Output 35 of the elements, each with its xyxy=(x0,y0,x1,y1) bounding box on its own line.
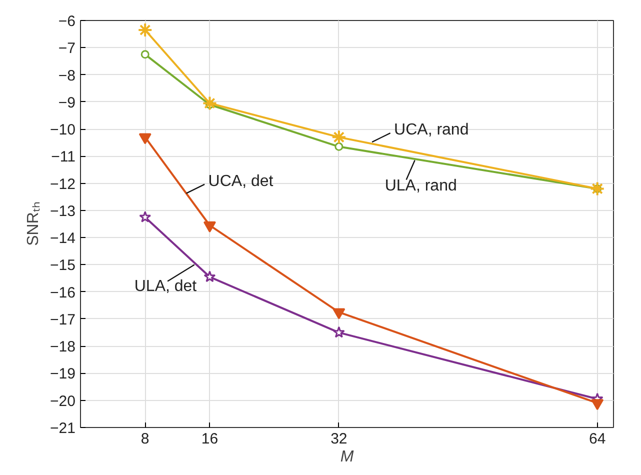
y-tick-label: −13 xyxy=(50,202,76,220)
y-axis-title: SNRₜₕ xyxy=(25,202,42,246)
x-tick-label: 8 xyxy=(140,430,150,448)
y-tick-label: −19 xyxy=(50,366,76,383)
y-tick-label: −16 xyxy=(50,284,76,302)
y-tick-label: −10 xyxy=(50,122,76,139)
y-tick-label: −9 xyxy=(58,94,76,112)
point xyxy=(139,210,152,222)
y-tick-label: −11 xyxy=(51,148,76,166)
point xyxy=(204,270,216,282)
y-tick-label: −18 xyxy=(50,338,76,356)
y-tick-label: −17 xyxy=(50,311,76,328)
y-tick-label: −6 xyxy=(58,13,76,30)
y-tick-label: −20 xyxy=(50,392,76,410)
x-tick-label: 16 xyxy=(201,430,218,448)
y-tick-label: −8 xyxy=(58,67,76,84)
point xyxy=(202,96,218,111)
y-tick-label: −15 xyxy=(50,257,76,274)
point xyxy=(332,326,345,338)
point xyxy=(138,22,153,38)
annotation: ULA, det xyxy=(134,278,198,296)
point xyxy=(590,181,605,196)
y-tick-label: −12 xyxy=(50,176,76,193)
annotation: UCA, det xyxy=(208,172,274,190)
point xyxy=(331,130,346,145)
y-tick-label: −7 xyxy=(58,40,76,58)
annotation: ULA, rand xyxy=(384,178,457,195)
point xyxy=(140,50,150,59)
x-tick-label: 32 xyxy=(330,430,348,448)
y-tick-label: −14 xyxy=(50,230,76,248)
x-tick-label: 64 xyxy=(589,430,606,448)
x-axis-title: M xyxy=(340,448,354,466)
annotation: UCA, rand xyxy=(394,122,469,139)
y-tick-label: −21 xyxy=(50,420,76,437)
point xyxy=(334,142,344,151)
